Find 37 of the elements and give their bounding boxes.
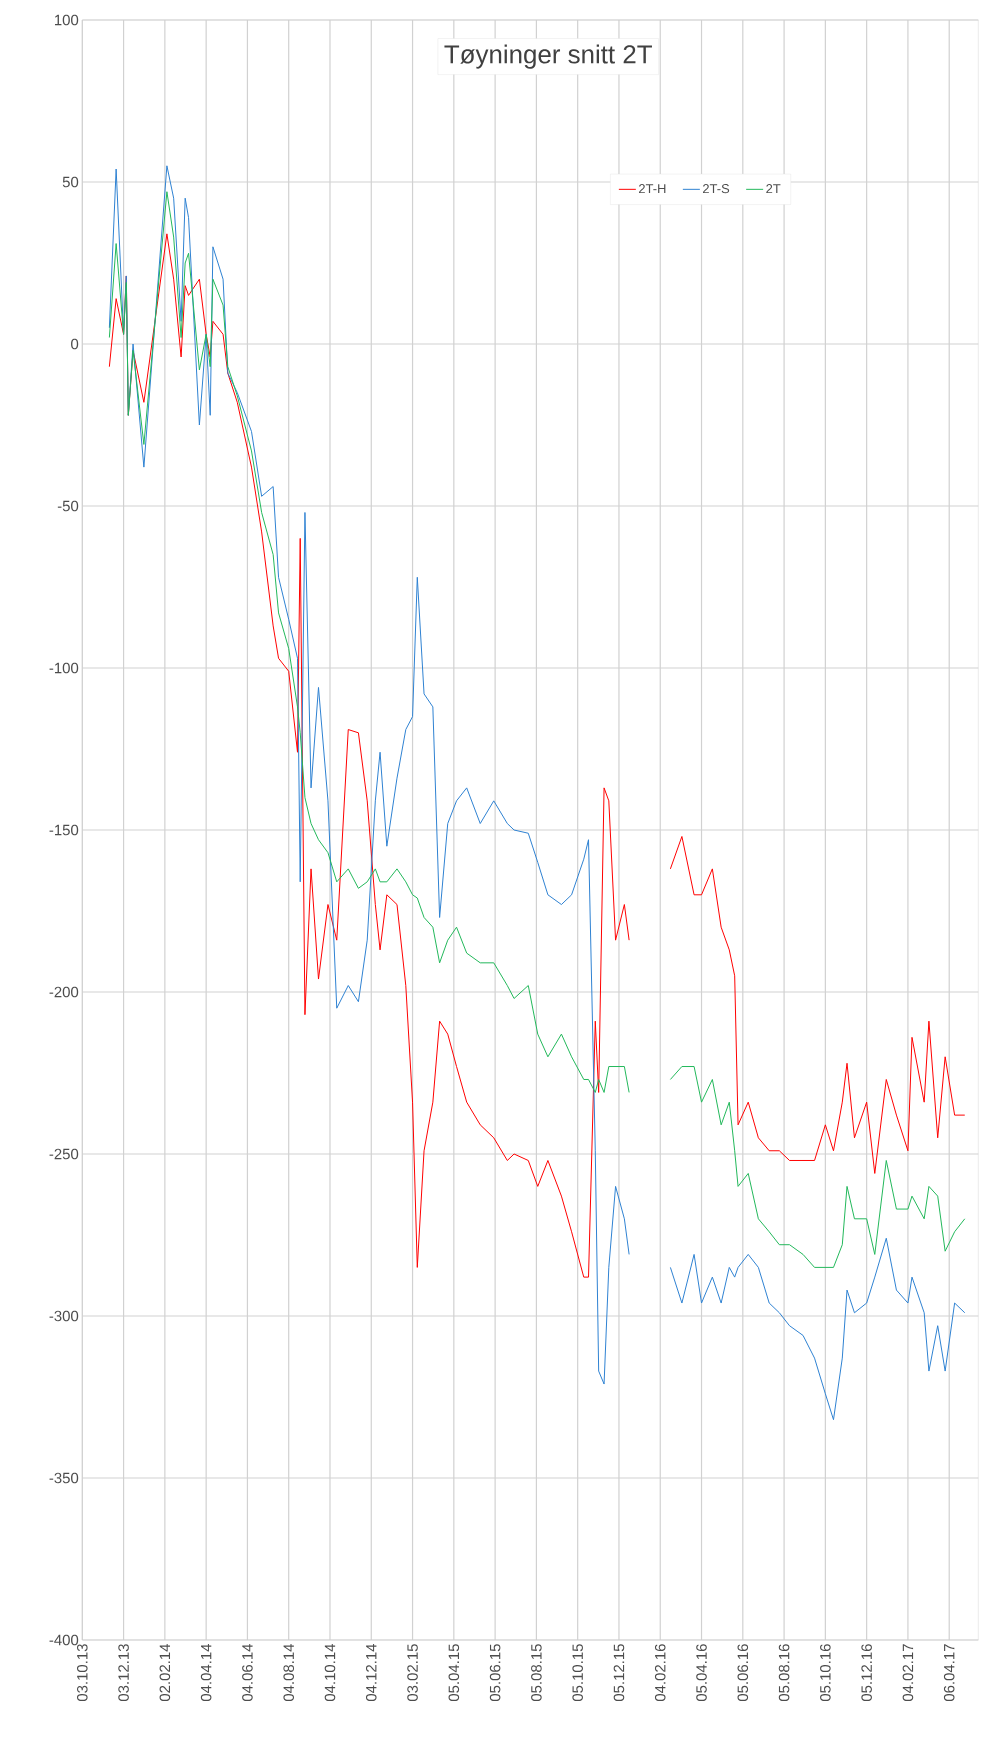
y-tick-label: -250 <box>49 1148 79 1160</box>
x-tick-label: 04.02.17 <box>902 1644 914 1702</box>
x-tick-label: 04.10.14 <box>324 1643 336 1702</box>
x-tick-label: 05.12.15 <box>613 1644 625 1702</box>
x-tick-label: 04.04.14 <box>200 1643 212 1702</box>
legend-label: 2T-H <box>638 184 666 194</box>
x-tick-label: 05.04.16 <box>696 1644 707 1702</box>
y-tick-label: 50 <box>62 176 79 188</box>
y-tick-label: 0 <box>70 338 79 350</box>
legend-label: 2T <box>766 184 781 194</box>
x-tick-label: 04.08.14 <box>283 1643 294 1702</box>
x-tick-label: 05.06.16 <box>737 1644 748 1702</box>
y-tick-label: -150 <box>49 824 79 836</box>
x-tick-label: 04.06.14 <box>242 1643 253 1702</box>
x-tick-label: 06.04.17 <box>943 1644 955 1702</box>
x-tick-label: 04.12.14 <box>365 1643 377 1702</box>
y-tick-label: 100 <box>54 14 79 26</box>
y-tick-label: -200 <box>49 986 79 998</box>
x-tick-label: 05.04.15 <box>448 1644 459 1702</box>
x-tick-label: 02.02.14 <box>159 1643 171 1702</box>
x-tick-label: 03.10.13 <box>76 1644 88 1702</box>
y-tick-label: -400 <box>49 1634 79 1646</box>
x-tick-label: 05.10.16 <box>819 1644 831 1702</box>
y-tick-label: -100 <box>49 662 79 674</box>
x-tick-label: 05.08.15 <box>530 1644 542 1702</box>
legend-label: 2T-S <box>702 184 729 194</box>
x-tick-label: 05.10.15 <box>572 1644 583 1702</box>
x-tick-label: 05.06.15 <box>489 1644 501 1702</box>
y-tick-label: -50 <box>57 500 79 512</box>
text: Tøyninger snitt 2T <box>444 44 652 69</box>
x-tick-label: 03.02.15 <box>407 1644 418 1702</box>
y-tick-label: -350 <box>49 1472 79 1484</box>
x-tick-label: 04.02.16 <box>654 1644 666 1702</box>
y-tick-label: -300 <box>49 1310 79 1322</box>
x-tick-label: 05.08.16 <box>778 1644 790 1702</box>
x-tick-label: 05.12.16 <box>861 1644 872 1702</box>
x-tick-label: 03.12.13 <box>118 1644 129 1702</box>
